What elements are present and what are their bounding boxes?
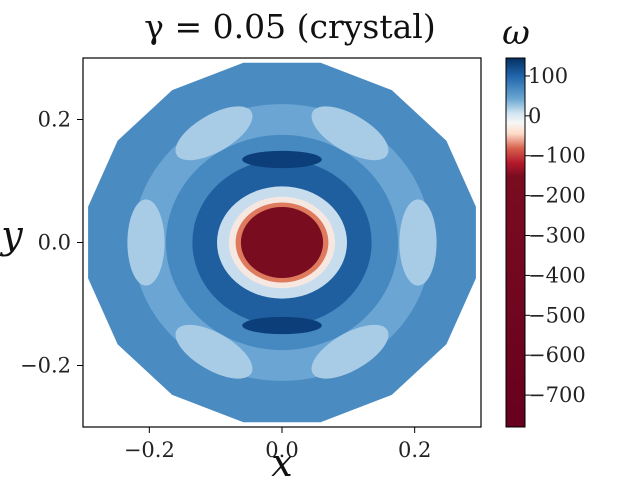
y-tick-label: 0.2 <box>38 108 71 132</box>
colorbar-tick-label: −300 <box>528 224 586 248</box>
x-tick-label: 0.0 <box>265 438 298 462</box>
crystal-lobe <box>127 199 165 286</box>
y-tick-label: −0.2 <box>20 354 71 378</box>
colorbar-tick-label: −700 <box>528 383 586 407</box>
dark-arc <box>242 150 322 169</box>
colorbar-tick-label: −200 <box>528 184 586 208</box>
field-level-core <box>240 207 324 278</box>
crystal-lobe <box>175 106 253 161</box>
x-tick-label: −0.2 <box>124 438 175 462</box>
dark-arc <box>242 316 322 335</box>
colorbar-tick-label: −600 <box>528 343 586 367</box>
crystal-lobe <box>311 106 389 161</box>
colorbar-tick-label: −500 <box>528 303 586 327</box>
y-tick-label: 0.0 <box>38 231 71 255</box>
colorbar-label: ω <box>502 13 530 53</box>
colorbar-tick-label: 100 <box>528 64 568 88</box>
x-axis-label: x <box>271 441 292 485</box>
y-axis-label: y <box>0 213 23 257</box>
crystal-lobe <box>175 324 253 379</box>
colorbar-ticks: 100 0 −100 −200 −300 −400 −500 −600 −700 <box>525 64 586 407</box>
colorbar-tick-label: −400 <box>528 263 586 287</box>
y-ticks: 0.2 0.0 −0.2 <box>20 108 83 378</box>
colorbar-tick-label: 0 <box>528 104 541 128</box>
vorticity-field <box>88 62 476 423</box>
crystal-lobe <box>399 199 437 286</box>
colorbar-tick-label: −100 <box>528 144 586 168</box>
colorbar <box>505 57 526 428</box>
x-ticks: −0.2 0.0 0.2 <box>124 427 431 462</box>
x-tick-label: 0.2 <box>398 438 431 462</box>
crystal-lobe <box>311 324 389 379</box>
chart-title: γ = 0.05 (crystal) <box>144 7 435 46</box>
